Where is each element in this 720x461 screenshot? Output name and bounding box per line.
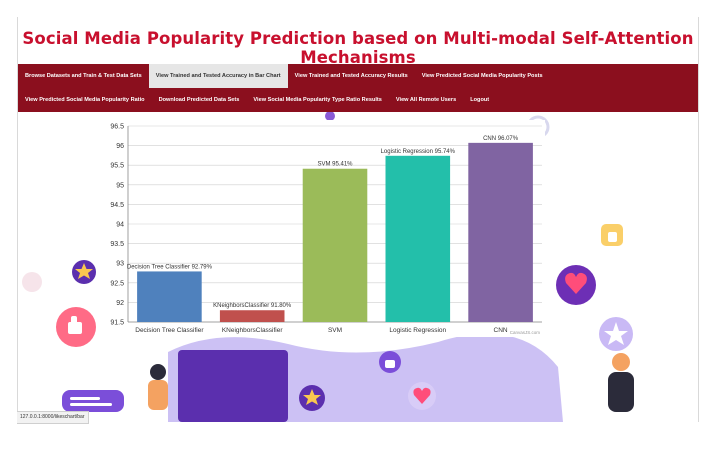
nav-link-view-trained-and-tested-accuracy-in-bar-chart[interactable]: View Trained and Tested Accuracy in Bar … [148, 64, 288, 88]
x-tick-label: Decision Tree Classifier [135, 327, 204, 334]
person-icon [608, 353, 634, 412]
nav-link-view-social-media-popularity-type-ratio-results[interactable]: View Social Media Popularity Type Ratio … [253, 97, 382, 103]
heart-icon [556, 265, 596, 305]
data-label: Logistic Regression 95.74% [381, 149, 456, 155]
page-title: Social Media Popularity Prediction based… [22, 29, 694, 67]
y-tick-label: 92 [116, 300, 124, 307]
star-icon [72, 260, 96, 284]
y-tick-label: 93.5 [110, 241, 124, 248]
nav-link-download-predicted-data-sets[interactable]: Download Predicted Data Sets [158, 97, 240, 103]
nav-link-view-trained-and-tested-accuracy-results[interactable]: View Trained and Tested Accuracy Results [294, 73, 408, 79]
star-icon [299, 385, 325, 411]
y-tick-label: 94 [116, 222, 124, 229]
nav-link-view-predicted-social-media-popularity-posts[interactable]: View Predicted Social Media Popularity P… [421, 73, 543, 79]
bar-cnn [468, 142, 533, 322]
nav-row-1: Browse Datasets and Train & Test Data Se… [18, 64, 550, 88]
y-tick-label: 91.5 [110, 320, 124, 327]
thumbs-up-icon [56, 307, 96, 347]
chat-bubble-icon [62, 390, 124, 412]
y-tick-label: 95.5 [110, 163, 124, 170]
star-icon [599, 317, 633, 351]
y-tick-label: 96 [116, 143, 124, 150]
chart-watermark: CanvasJS.com [510, 330, 541, 335]
y-tick-label: 94.5 [110, 202, 124, 209]
bar-svm [302, 168, 368, 322]
browser-viewport: Social Media Popularity Prediction based… [17, 17, 699, 422]
person-icon [148, 364, 168, 410]
bar-decision-tree-classifier [137, 271, 202, 322]
data-label: Decision Tree Classifier 92.79% [127, 264, 213, 270]
data-label: CNN 96.07% [483, 136, 519, 142]
nav-link-browse-datasets-and-train-test-data-sets[interactable]: Browse Datasets and Train & Test Data Se… [25, 73, 142, 79]
status-url: 127.0.0.1:8000/likeschart/bar [17, 411, 89, 424]
y-tick-label: 92.5 [110, 280, 124, 287]
nav-link-logout[interactable]: Logout [470, 97, 490, 103]
bar-chart-svg: 91.5 92 92.5 93 93.5 94 94.5 95 95.5 96 96.5 Decisi… [110, 124, 542, 335]
y-tick-label: 96.5 [110, 124, 124, 131]
nav-row-2: View Predicted Social Media Popularity R… [18, 88, 496, 112]
x-tick-label: CNN [494, 327, 508, 334]
thumbs-up-icon [601, 224, 623, 246]
main-navigation: Browse Datasets and Train & Test Data Se… [18, 64, 698, 112]
x-tick-label: SVM [328, 327, 342, 334]
nav-link-view-predicted-social-media-popularity-ratio[interactable]: View Predicted Social Media Popularity R… [25, 97, 145, 103]
heart-icon [408, 382, 436, 410]
bar-logistic-regression [385, 155, 451, 322]
data-label: KNeighborsClassifier 91.80% [213, 303, 292, 309]
thumbs-up-icon [379, 351, 401, 373]
social-illustration [22, 112, 634, 422]
data-label: SVM 95.41% [317, 162, 353, 168]
y-tick-label: 93 [116, 261, 124, 268]
x-tick-label: Logistic Regression [389, 327, 446, 334]
accuracy-bar-chart: 91.5 92 92.5 93 93.5 94 94.5 95 95.5 96 96.5 Decisi… [100, 120, 545, 337]
y-tick-label: 95 [116, 182, 124, 189]
x-tick-label: KNeighborsClassifier [222, 327, 284, 334]
bar-kneighborsclassifier [219, 310, 285, 322]
nav-link-view-all-remote-users[interactable]: View All Remote Users [395, 97, 457, 103]
background-illustration [22, 112, 634, 422]
